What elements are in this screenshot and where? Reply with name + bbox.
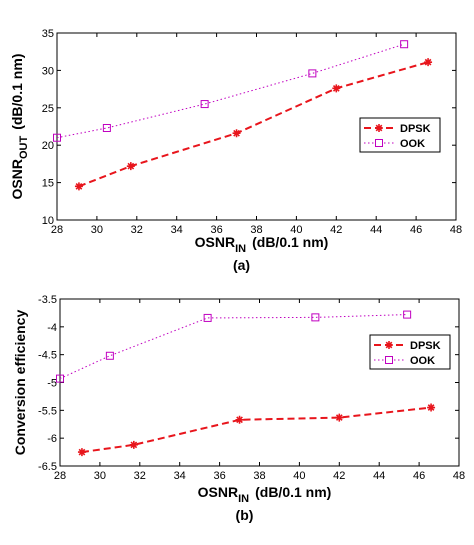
y-axis-label: Conversion efficiency <box>12 310 28 456</box>
x-axis-label-main: OSNR <box>198 484 238 500</box>
data-point-ook <box>56 374 64 383</box>
series-line-dpsk <box>81 406 432 454</box>
data-point-dpsk <box>427 403 436 412</box>
legend-marker-dpsk <box>385 341 393 349</box>
y-axis-label: OSNROUT (dB/0.1 nm) <box>9 54 30 200</box>
x-tick-label: 32 <box>131 224 143 236</box>
chart-a: 28 30 32 34 36 38 40 42 44 46 48 10 15 20 25 30 35 DPSK OO… <box>9 28 462 273</box>
data-point-ook <box>203 313 212 322</box>
data-point-ook <box>102 123 111 132</box>
chart-b: 28 30 32 34 36 38 40 42 44 46 48 -6.5 -6 -5.5 -5 -4.5 -4… <box>12 294 465 523</box>
legend-box <box>359 117 441 153</box>
y-tick-label: 25 <box>42 103 54 115</box>
y-tick-label: -6.5 <box>38 461 57 473</box>
legend-label-dpsk: DPSK <box>410 340 441 352</box>
legend-marker-ook <box>385 356 393 364</box>
y-tick-label: 30 <box>42 65 54 77</box>
legend-marker-dpsk <box>375 124 383 132</box>
x-tick-label: 38 <box>253 470 265 482</box>
x-axis-label: OSNRIN (dB/0.1 nm) <box>195 234 329 255</box>
data-point-ook <box>311 313 320 322</box>
legend-label-ook: OOK <box>400 138 425 150</box>
y-tick-label: -6 <box>47 433 57 445</box>
y-axis-label-main: Conversion efficiency <box>12 310 28 456</box>
x-axis-label-unit: (dB/0.1 nm) <box>252 234 328 250</box>
x-tick-label: 32 <box>134 470 146 482</box>
data-point-dpsk <box>74 182 83 191</box>
data-point-ook <box>53 133 61 142</box>
data-point-ook <box>200 100 209 109</box>
x-tick-label: 48 <box>453 470 465 482</box>
x-tick-label: 28 <box>51 224 63 236</box>
data-point-ook <box>400 40 409 49</box>
data-point-dpsk <box>126 162 135 171</box>
y-tick-label: -5 <box>47 378 57 390</box>
data-point-ook <box>105 351 114 360</box>
y-tick-label: -4.5 <box>38 350 57 362</box>
data-point-dpsk <box>129 440 138 449</box>
x-tick-label: 34 <box>171 224 183 236</box>
x-tick-label: 44 <box>373 470 385 482</box>
x-axis-label: OSNRIN (dB/0.1 nm) <box>198 484 332 505</box>
x-axis-label-unit: (dB/0.1 nm) <box>255 484 331 500</box>
y-tick-label: 20 <box>42 140 54 152</box>
figure-caption: (b) <box>236 507 254 523</box>
data-point-dpsk <box>77 448 86 457</box>
x-tick-label: 36 <box>210 224 222 236</box>
x-axis-label-sub: IN <box>238 493 249 505</box>
y-tick-label: 15 <box>42 178 54 190</box>
x-axis-label-main: OSNR <box>195 234 235 250</box>
legend-label-dpsk: DPSK <box>400 123 431 135</box>
data-point-dpsk <box>335 413 344 422</box>
x-tick-label: 46 <box>410 224 422 236</box>
y-axis-label-sub: OUT <box>18 136 30 160</box>
x-tick-label: 38 <box>250 224 262 236</box>
y-tick-label: 35 <box>42 28 54 40</box>
y-axis-label-main: OSNR <box>9 159 25 199</box>
x-tick-label: 44 <box>370 224 382 236</box>
data-point-dpsk <box>232 129 241 138</box>
x-tick-label: 28 <box>54 470 66 482</box>
data-point-dpsk <box>235 415 244 424</box>
legend-box <box>369 334 451 370</box>
plot-frame <box>59 298 460 467</box>
x-tick-label: 40 <box>293 470 305 482</box>
data-point-dpsk <box>424 58 433 67</box>
legend-label-ook: OOK <box>410 355 435 367</box>
x-tick-label: 40 <box>290 224 302 236</box>
y-tick-label: -3.5 <box>38 294 57 306</box>
figure-caption: (a) <box>233 257 250 273</box>
x-axis-label-sub: IN <box>235 243 246 255</box>
data-point-ook <box>308 69 317 78</box>
data-point-ook <box>403 310 412 319</box>
x-tick-label: 42 <box>333 470 345 482</box>
x-tick-label: 46 <box>413 470 425 482</box>
x-tick-label: 30 <box>91 224 103 236</box>
legend-marker-ook <box>375 139 383 147</box>
x-tick-label: 34 <box>174 470 186 482</box>
series-line-ook <box>59 314 408 380</box>
y-tick-label: 10 <box>42 215 54 227</box>
y-tick-label: -5.5 <box>38 405 57 417</box>
x-tick-label: 30 <box>94 470 106 482</box>
y-tick-label: -4 <box>47 322 57 334</box>
series-line-ook <box>56 43 405 139</box>
x-tick-label: 36 <box>213 470 225 482</box>
x-tick-label: 42 <box>330 224 342 236</box>
data-point-dpsk <box>332 84 341 93</box>
x-tick-label: 48 <box>450 224 462 236</box>
y-axis-label-unit: (dB/0.1 nm) <box>9 54 25 130</box>
